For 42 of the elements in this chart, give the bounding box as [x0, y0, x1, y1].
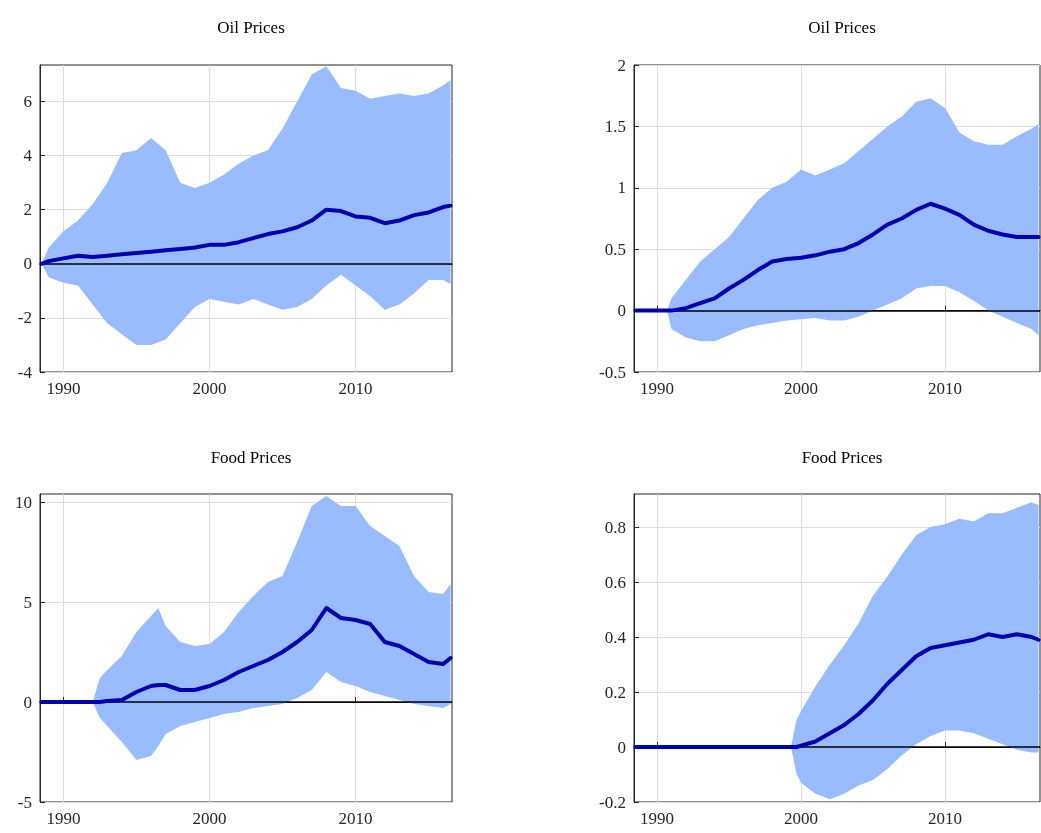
y-tick-label: 0.6 — [604, 572, 626, 592]
y-tick-label: 6 — [23, 92, 32, 112]
y-tick-label: 2 — [23, 200, 32, 220]
x-tick-label: 1990 — [640, 379, 675, 398]
x-tick-label: 2000 — [192, 379, 227, 398]
y-tick-label: 0.5 — [604, 239, 626, 259]
chart-title: Oil Prices — [808, 18, 876, 37]
y-tick-label: -4 — [17, 362, 33, 382]
y-tick-label: 1 — [617, 178, 626, 198]
x-tick-label: 1990 — [640, 809, 675, 828]
y-tick-label: 5 — [23, 592, 32, 612]
line-series — [633, 632, 1041, 749]
y-tick-label: 0 — [617, 737, 626, 757]
x-tick-label: 1990 — [46, 379, 81, 398]
x-tick-label: 2000 — [192, 809, 227, 828]
y-tick-label: 0 — [23, 692, 32, 712]
y-tick-label: 0.4 — [604, 627, 627, 647]
y-tick-label: -5 — [17, 792, 32, 812]
x-tick-label: 2010 — [927, 379, 962, 398]
x-tick-label: 2000 — [784, 809, 819, 828]
line-series — [633, 201, 1041, 313]
y-tick-label: -0.5 — [599, 362, 626, 382]
y-tick-label: -0.2 — [599, 792, 626, 812]
y-tick-label: 0.2 — [604, 682, 626, 702]
line-series — [39, 203, 453, 266]
y-tick-label: 2 — [617, 55, 626, 75]
x-tick-label: 2010 — [927, 809, 962, 828]
y-tick-label: 10 — [15, 492, 32, 512]
y-tick-label: 0 — [23, 254, 32, 274]
y-tick-label: 4 — [23, 146, 33, 166]
chart-title: Oil Prices — [217, 18, 285, 37]
line-series — [39, 606, 453, 704]
x-tick-label: 1990 — [46, 809, 81, 828]
y-tick-label: 0.8 — [604, 517, 626, 537]
x-tick-label: 2010 — [338, 809, 373, 828]
chart-title: Food Prices — [801, 448, 883, 467]
y-tick-label: -2 — [17, 308, 32, 328]
y-tick-label: 0 — [617, 301, 626, 321]
y-tick-label: 1.5 — [604, 116, 626, 136]
x-tick-label: 2010 — [338, 379, 373, 398]
chart-title: Food Prices — [210, 448, 292, 467]
x-tick-label: 2000 — [784, 379, 819, 398]
